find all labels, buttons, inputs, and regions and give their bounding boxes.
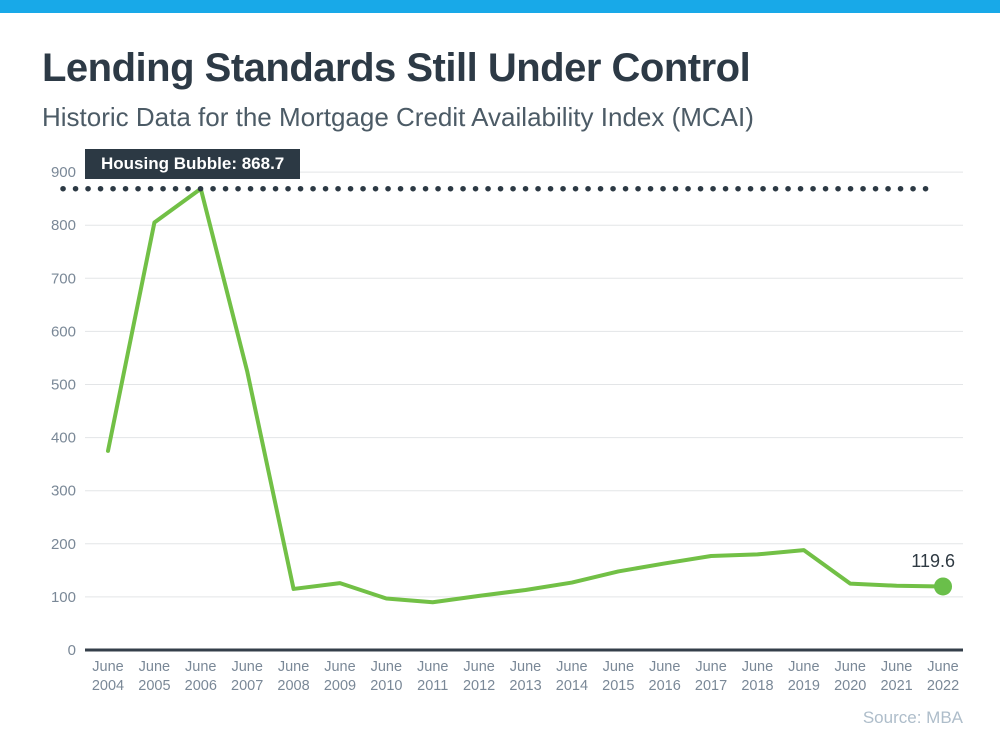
y-tick-label-500: 500 [51,377,76,394]
y-tick-label-100: 100 [51,589,76,606]
page-subtitle: Historic Data for the Mortgage Credit Av… [42,102,754,132]
threshold-callout-label: Housing Bubble: 868.7 [101,154,285,173]
x-tick-label-2005: June 2005 [138,659,170,694]
end-point-dot [934,577,953,596]
series-line [106,186,946,605]
x-tick-label-2006: June 2006 [185,659,217,694]
x-tick-label-2013: June 2013 [509,659,541,694]
x-tick-label-2016: June 2016 [649,659,681,694]
x-tick-label-2008: June 2008 [277,659,309,694]
top-accent-bar [0,0,1000,13]
y-tick-label-800: 800 [51,217,76,234]
x-tick-label-2009: June 2009 [324,659,356,694]
y-tick-label-400: 400 [51,430,76,447]
x-tick-label-2022: June 2022 [927,659,959,694]
x-tick-label-2010: June 2010 [370,659,402,694]
y-tick-label-700: 700 [51,270,76,287]
page-title: Lending Standards Still Under Control [42,46,751,90]
x-tick-label-2012: June 2012 [463,659,495,694]
x-tick-label-2017: June 2017 [695,659,727,694]
source-attribution: Source: MBA [862,708,963,727]
x-tick-label-2019: June 2019 [788,659,820,694]
x-tick-label-2020: June 2020 [834,659,866,694]
x-tick-label-2015: June 2015 [602,659,634,694]
x-tick-label-2014: June 2014 [556,659,588,694]
y-tick-label-600: 600 [51,323,76,340]
x-tick-label-2018: June 2018 [741,659,773,694]
y-tick-label-300: 300 [51,483,76,500]
y-tick-label-900: 900 [51,164,76,181]
y-tick-label-0: 0 [68,642,76,659]
x-tick-label-2007: June 2007 [231,659,263,694]
end-value-label: 119.6 [911,551,955,571]
threshold-callout: Housing Bubble: 868.7 [85,149,301,179]
y-tick-label-200: 200 [51,536,76,553]
x-tick-label-2011: June 2011 [417,659,448,694]
x-tick-label-2004: June 2004 [92,659,124,694]
x-tick-label-2021: June 2021 [880,659,912,694]
